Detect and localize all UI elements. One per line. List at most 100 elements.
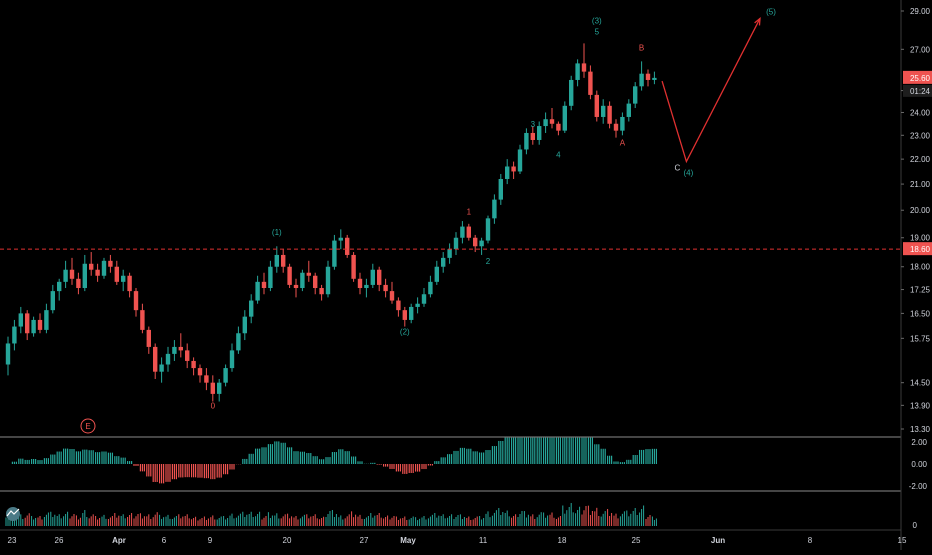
candle-body [370,269,375,285]
candle-body [5,343,11,365]
price-axis[interactable]: 13.30 13.90 14.50 15.75 16.50 17.25 18.00 19.00… [901,7,932,530]
price-tick-label: 24.00 [910,108,931,117]
candle-body [415,303,420,307]
candle-body [204,375,209,383]
candle-body [357,278,363,289]
wave-label: 4 [556,150,561,159]
candle-body [223,368,228,383]
drawing-layer [0,16,901,250]
candle-body [601,105,606,117]
time-tick-label: Jun [711,536,725,545]
candle-body [236,333,241,351]
time-tick-label: 27 [360,536,369,545]
countdown-tag [903,84,932,97]
time-tick-label: 23 [8,536,17,545]
wave-label: (1) [272,228,282,237]
candle-body [575,63,580,80]
candle-body [639,73,644,87]
candle-body [325,266,331,295]
candle-body [402,310,407,320]
candle-body [108,260,113,267]
candle-body [492,199,497,219]
candle-body [473,237,478,247]
candle-body [76,278,81,289]
time-tick-label: 25 [632,536,641,545]
wave-label: 5 [595,28,600,37]
time-axis[interactable]: 23 26 Apr 6 9 20 27 May 11 18 25 Jun 8 15 [0,529,907,545]
candle-body [345,237,350,255]
candle-body [101,260,107,276]
candle-body [652,77,657,80]
indicator-logo-icon[interactable] [6,507,20,521]
price-tick-label: 13.90 [910,401,931,410]
candle-body [57,281,62,292]
wave-label: B [639,43,644,52]
candle-body [185,350,190,361]
price-tick-label: 18.00 [910,263,931,272]
candle-body [242,316,247,334]
current-price-tag[interactable] [903,70,932,84]
event-marker[interactable] [80,418,96,434]
candle-body [300,272,305,289]
candle-body [249,300,254,317]
price-tick-label: 14.50 [910,379,931,388]
candle-body [460,226,465,238]
candle-body [645,73,651,80]
candle-body [12,326,17,344]
candle-body [50,291,55,311]
candle-body [383,284,388,292]
candle-body [543,119,548,127]
candle-body [549,119,555,124]
candles-layer [5,43,657,402]
candle-body [44,310,49,330]
candle-body [89,263,94,270]
candle-body [530,132,535,140]
countdown-value: 01:24 [910,87,931,96]
candle-body [191,360,196,369]
time-tick-label: 20 [283,536,292,545]
candle-body [498,178,503,200]
time-tick-label: Apr [112,536,126,545]
candle-body [594,94,599,117]
candle-body [133,291,139,311]
candle-body [268,266,273,289]
candle-body [569,79,574,106]
price-tick-label: 20.00 [910,206,931,215]
candle-body [409,306,414,320]
candle-body [485,218,491,241]
candle-body [178,346,183,351]
candle-body [229,350,235,369]
time-tick-label: 9 [208,536,213,545]
oscillator-pane [11,437,658,484]
projection-arrowhead [754,16,761,26]
price-tick-label: 19.00 [910,234,931,243]
wave-label: (2) [400,328,410,337]
candle-body [255,281,260,301]
candle-body [421,294,427,304]
candle-body [377,269,382,285]
candle-body [447,249,452,258]
candle-body [261,281,267,289]
osc-tick-label: 2.00 [911,438,927,447]
candle-body [281,254,286,267]
candle-body [274,254,279,267]
candle-body [146,329,151,347]
candle-body [556,123,561,131]
candle-body [63,269,68,282]
candle-body [466,226,471,238]
candle-body [441,257,446,267]
time-tick-label: 8 [808,536,813,545]
candle-body [31,319,36,334]
price-tick-label: 21.00 [910,180,931,189]
candle-body [351,254,356,279]
candle-body [626,103,631,117]
candle-body [588,71,593,95]
time-tick-label: May [400,536,416,545]
time-tick-label: 26 [55,536,64,545]
time-tick-label: 11 [479,536,488,545]
volume-tick-label: 0 [913,521,918,530]
support-price-tag[interactable] [903,242,932,256]
projection-path [661,18,761,164]
time-tick-label: 6 [162,536,167,545]
